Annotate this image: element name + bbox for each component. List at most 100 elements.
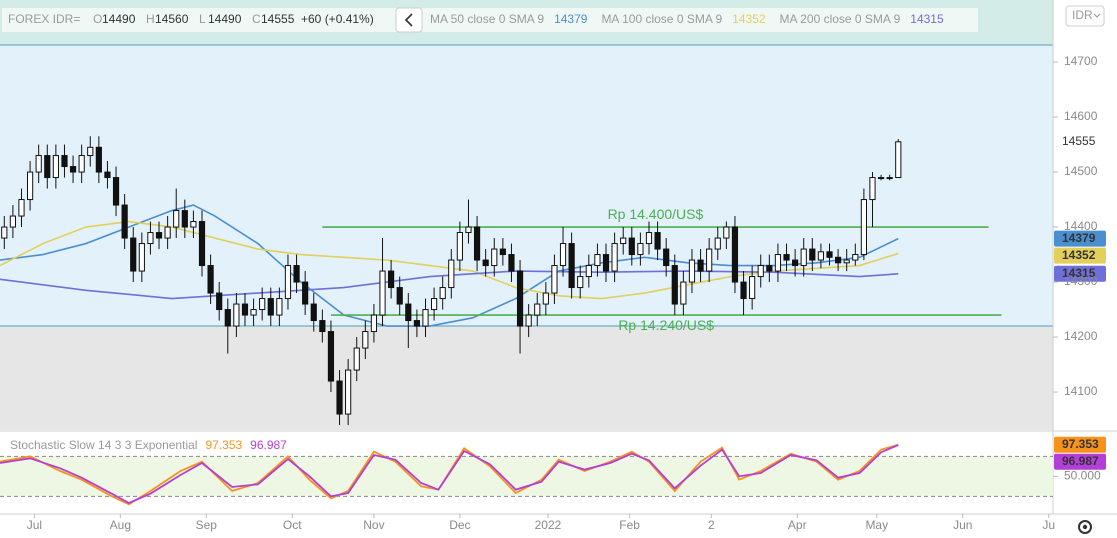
ma-legend-value: 14315 (910, 12, 944, 26)
currency[interactable]: IDR (1072, 8, 1093, 22)
candle (112, 166, 120, 217)
candle (198, 210, 206, 277)
collapse-button[interactable] (395, 7, 423, 33)
candle (259, 287, 266, 321)
candle (345, 359, 352, 426)
x-tick-label: Ju (1042, 518, 1055, 532)
candle (9, 205, 16, 239)
ma-legend-value: 14352 (732, 12, 766, 26)
candle-body (602, 254, 610, 272)
candle (817, 243, 825, 269)
candle (542, 282, 549, 316)
price-tag (1054, 453, 1106, 470)
candle (276, 287, 283, 327)
last-price-tag (1054, 133, 1106, 150)
ma-line (0, 204, 899, 327)
candle (886, 174, 893, 181)
ohlc-value: 14555 (261, 12, 295, 26)
candle-body (379, 270, 386, 316)
ohlc-value: 14560 (155, 12, 189, 26)
candle-body (783, 254, 790, 261)
candle-body (233, 303, 240, 327)
price-tag-label: 96.987 (1062, 454, 1099, 468)
price-tag-label: 14379 (1062, 231, 1096, 245)
candle (44, 144, 51, 189)
currency-dropdown[interactable] (1065, 5, 1105, 27)
collapse-icon[interactable] (404, 13, 413, 27)
ma-legend-name: MA 100 close 0 SMA 9 (601, 12, 722, 26)
symbol: FOREX IDR= (8, 12, 80, 26)
last-price-label: 14555 (1062, 134, 1096, 148)
candle-body (439, 287, 446, 300)
highlight-zone (0, 45, 1053, 326)
candle (302, 271, 309, 316)
candle-body (78, 155, 85, 173)
settings-gear[interactable] (1078, 520, 1092, 534)
candle (224, 298, 231, 354)
candle (147, 221, 154, 255)
candle-body (809, 248, 816, 261)
gear-hub[interactable] (1082, 524, 1088, 530)
y-tick-label: 14400 (1064, 219, 1098, 233)
candle-body (499, 248, 506, 256)
candle-body (121, 204, 128, 239)
candle-body (173, 210, 180, 228)
candle (370, 304, 378, 343)
candle-body (164, 226, 171, 239)
candle (525, 304, 532, 338)
candle-body (353, 347, 360, 371)
candle-body (293, 265, 300, 283)
candle (362, 320, 369, 360)
candle (757, 254, 764, 288)
candle-body (482, 259, 489, 267)
candle-body (422, 309, 429, 327)
candle (52, 144, 59, 189)
candle (473, 216, 481, 272)
stoch-title: Stochastic Slow 14 3 3 Exponential (10, 438, 197, 452)
candle (577, 265, 584, 299)
candle (241, 293, 249, 327)
candle-body (835, 256, 842, 264)
candle (327, 320, 335, 393)
candle (121, 194, 128, 250)
dropdown-arrow[interactable] (1093, 13, 1101, 18)
candle-body (104, 171, 111, 179)
candle-body (396, 287, 403, 305)
candle-body (61, 155, 68, 168)
candle (749, 265, 756, 310)
y-tick-label: 14500 (1064, 164, 1098, 178)
candle-body (1, 226, 8, 239)
candle (637, 232, 644, 266)
candle-body (448, 259, 455, 289)
candle-body (774, 254, 782, 272)
candle (456, 221, 463, 272)
candle (645, 221, 653, 255)
candle (422, 298, 429, 338)
candle (731, 216, 739, 294)
candle-body (757, 265, 764, 278)
legend-box (2, 8, 978, 32)
candle (809, 238, 816, 272)
price-tag (1054, 247, 1106, 264)
x-tick-label: 2022 (535, 518, 562, 532)
lower-zone (0, 326, 1053, 430)
candle-body (250, 309, 257, 316)
candle-body (663, 248, 670, 267)
candle (869, 172, 876, 228)
candle-body (740, 281, 747, 300)
level-label: Rp 14.400/US$ (608, 206, 704, 222)
candle (87, 136, 94, 167)
candle-body (52, 155, 59, 179)
candle-body (473, 226, 481, 261)
stoch-legend-value: 96.987 (250, 438, 287, 452)
candle-body (362, 331, 369, 349)
price-change: +60 (+0.41%) (301, 12, 374, 26)
candle-body (886, 177, 893, 180)
gear-ring[interactable] (1078, 520, 1092, 534)
candle (792, 249, 799, 277)
candle-body (18, 199, 25, 217)
candle (740, 271, 747, 316)
y-tick-label: 50.000 (1064, 469, 1101, 483)
candle-body (319, 320, 326, 333)
